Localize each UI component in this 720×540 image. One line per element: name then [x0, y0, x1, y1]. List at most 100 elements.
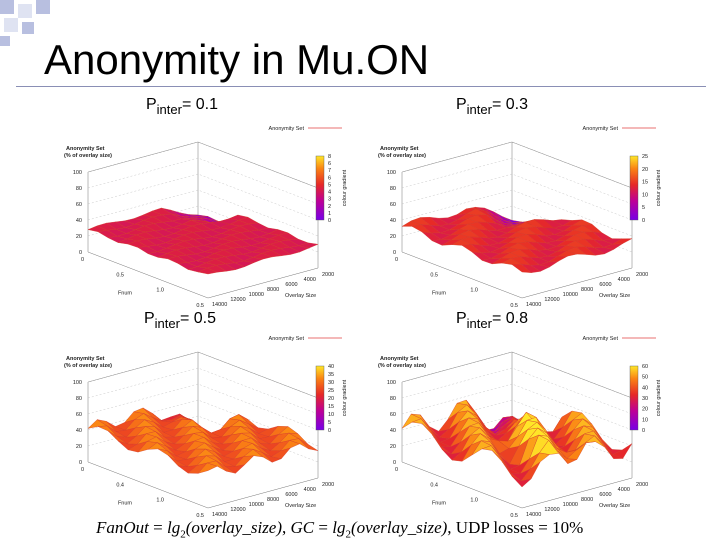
colour-tick-label: 10 — [642, 417, 648, 423]
surface-plot-2: Anonymity Set Anonymity Set (% of overlay … — [366, 118, 666, 309]
x-tick-label: 1.0 — [156, 288, 164, 294]
surface-cell — [612, 443, 633, 459]
y-tick-label: 4000 — [618, 487, 630, 493]
colour-bar — [629, 365, 639, 431]
z-tick-label: 0 — [393, 250, 396, 256]
z-tick-label: 40 — [76, 428, 82, 434]
y-tick-label: 14000 — [526, 512, 541, 518]
y-tick-label: 14000 — [212, 512, 227, 518]
panel-label-4: Pinter= 0.8 — [456, 310, 528, 331]
colour-bar — [629, 155, 639, 221]
colour-bar-label: colour gradient — [342, 379, 348, 416]
z-axis-title: Anonymity Set — [380, 146, 419, 152]
z-tick-label: 40 — [390, 218, 396, 224]
legend-label: Anonymity Set — [583, 336, 619, 342]
colour-tick-label: 0 — [328, 428, 331, 434]
z-axis-title: Anonymity Set — [66, 356, 105, 362]
y-tick-label: 10000 — [563, 502, 578, 508]
z-axis-subtitle: (% of overlay size) — [378, 153, 426, 159]
y-tick-label: 8000 — [581, 287, 593, 293]
z-tick-label: 80 — [76, 396, 82, 402]
decor-square-3 — [36, 0, 50, 14]
colour-tick-label: 40 — [328, 364, 334, 370]
title-divider — [16, 86, 706, 87]
colour-tick-label: 5 — [328, 182, 331, 188]
panel-label-2: Pinter= 0.3 — [456, 96, 528, 117]
colour-tick-label: 30 — [328, 380, 334, 386]
back-grid-line — [87, 367, 319, 415]
colour-tick-label: 10 — [642, 192, 648, 198]
y-axis-label: Overlay Size — [285, 293, 316, 299]
y-tick-label: 2000 — [636, 482, 648, 488]
y-tick-label: 14000 — [526, 302, 541, 308]
colour-tick-label: 8 — [328, 154, 331, 160]
x-tick-label: 0.5 — [196, 303, 204, 309]
colour-tick-label: 25 — [328, 388, 334, 394]
colour-tick-label: 15 — [642, 180, 648, 186]
y-tick-label: 10000 — [249, 502, 264, 508]
y-tick-label: 10000 — [563, 292, 578, 298]
legend-label: Anonymity Set — [269, 126, 305, 132]
colour-tick-label: 4 — [328, 190, 331, 196]
y-tick-label: 2000 — [636, 272, 648, 278]
z-tick-label: 60 — [76, 202, 82, 208]
surface-cell — [612, 238, 633, 245]
z-tick-label: 100 — [73, 380, 82, 386]
x-tick-label: 0 — [395, 257, 398, 263]
back-grid-line — [401, 141, 633, 189]
y-tick-label: 4000 — [618, 277, 630, 283]
y-tick-label: 4000 — [304, 487, 316, 493]
x-tick-label: 0.5 — [196, 513, 204, 519]
decor-square-6 — [0, 36, 10, 46]
y-tick-label: 6000 — [599, 282, 611, 288]
z-tick-label: 100 — [387, 170, 396, 176]
colour-tick-label: 20 — [642, 167, 648, 173]
colour-tick-label: 6 — [328, 161, 331, 167]
x-tick-label: 0 — [395, 467, 398, 473]
legend-label: Anonymity Set — [583, 126, 619, 132]
y-tick-label: 8000 — [267, 287, 279, 293]
x-axis-line — [401, 461, 523, 509]
back-grid-line — [401, 367, 633, 415]
x-tick-label: 1.0 — [470, 288, 478, 294]
y-tick-label: 8000 — [267, 497, 279, 503]
y-tick-label: 6000 — [285, 282, 297, 288]
x-tick-label: 1.0 — [156, 498, 164, 504]
z-tick-label: 0 — [79, 460, 82, 466]
z-tick-label: 20 — [390, 444, 396, 450]
y-tick-label: 2000 — [322, 482, 334, 488]
z-axis-subtitle: (% of overlay size) — [378, 363, 426, 369]
x-tick-label: 0.5 — [116, 272, 124, 278]
z-tick-label: 80 — [390, 396, 396, 402]
y-tick-label: 10000 — [249, 292, 264, 298]
y-tick-label: 2000 — [322, 272, 334, 278]
surface-plot-1: Anonymity Set Anonymity Set (% of overlay … — [52, 118, 352, 309]
surface-cell — [594, 435, 614, 459]
y-tick-label: 4000 — [304, 277, 316, 283]
z-axis-title: Anonymity Set — [66, 146, 105, 152]
z-tick-label: 60 — [390, 202, 396, 208]
colour-bar-label: colour gradient — [342, 169, 348, 206]
y-tick-label: 12000 — [544, 297, 559, 303]
x-axis-label: Fnum — [432, 291, 446, 297]
y-axis-label: Overlay Size — [285, 503, 316, 509]
colour-tick-label: 25 — [642, 154, 648, 160]
back-grid-line — [401, 157, 633, 205]
y-axis-line — [207, 477, 319, 509]
back-grid-line — [87, 383, 319, 431]
colour-bar — [315, 155, 325, 221]
x-axis-line — [401, 251, 523, 299]
x-tick-label: 0 — [81, 257, 84, 263]
z-tick-label: 80 — [390, 186, 396, 192]
decor-square-1 — [0, 0, 14, 14]
back-grid-line — [87, 351, 319, 399]
panel-label-1: Pinter= 0.1 — [146, 96, 218, 117]
colour-tick-label: 40 — [642, 385, 648, 391]
back-grid-line — [401, 351, 633, 399]
colour-tick-label: 5 — [328, 420, 331, 426]
z-axis-title: Anonymity Set — [380, 356, 419, 362]
